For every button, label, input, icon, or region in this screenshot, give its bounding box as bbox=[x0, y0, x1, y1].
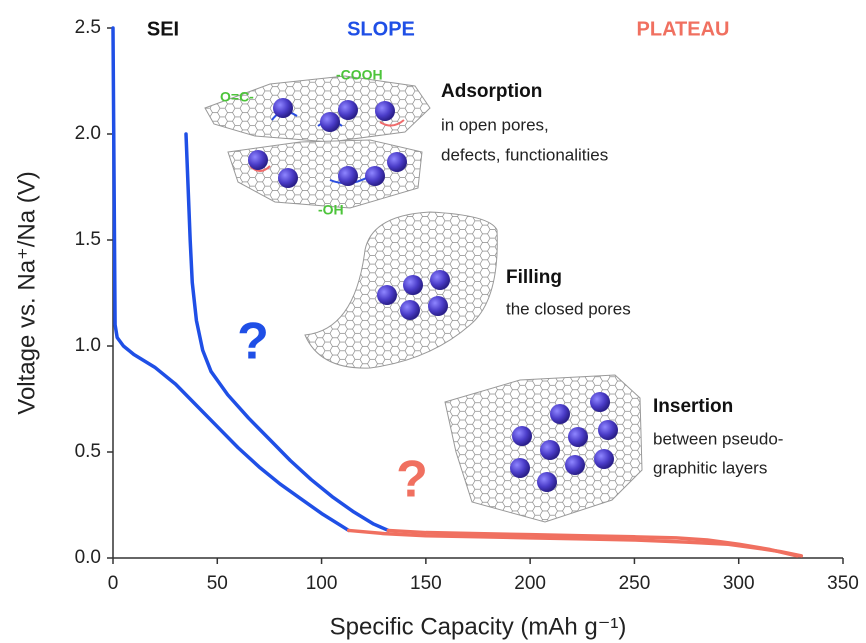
region-label: PLATEAU bbox=[637, 18, 730, 40]
y-tick-label: 1.0 bbox=[75, 335, 101, 356]
x-tick-label: 50 bbox=[207, 573, 228, 594]
x-tick-label: 150 bbox=[410, 573, 442, 594]
illustration-title: Insertion bbox=[653, 396, 733, 417]
illustration-text: in open pores, bbox=[441, 115, 549, 134]
data-line bbox=[386, 528, 799, 558]
question-mark: ? bbox=[237, 313, 269, 371]
illustration-title: Adsorption bbox=[441, 81, 542, 102]
illustration-text: defects, functionalities bbox=[441, 145, 608, 164]
y-tick-label: 0.5 bbox=[75, 441, 101, 462]
illustration-text: graphitic layers bbox=[653, 458, 767, 477]
data-line bbox=[184, 132, 391, 533]
y-tick-label: 1.5 bbox=[75, 229, 101, 250]
data-line bbox=[111, 26, 351, 533]
x-tick-label: 200 bbox=[514, 573, 546, 594]
x-tick-label: 100 bbox=[306, 573, 338, 594]
filling-illustration bbox=[304, 211, 498, 369]
chemical-group: -OH bbox=[318, 202, 344, 218]
x-tick-label: 350 bbox=[827, 573, 859, 594]
insertion-illustration bbox=[444, 374, 643, 523]
illustration-title: Filling bbox=[506, 267, 562, 288]
x-axis-title: Specific Capacity (mAh g⁻¹) bbox=[330, 613, 627, 640]
y-tick-label: 2.5 bbox=[75, 17, 101, 38]
chemical-group: -COOH bbox=[336, 67, 383, 83]
illustration-text: between pseudo- bbox=[653, 429, 783, 448]
question-mark: ? bbox=[396, 451, 428, 509]
chemical-group: O=C- bbox=[220, 89, 254, 105]
y-tick-label: 0.0 bbox=[75, 547, 101, 568]
y-tick-label: 2.0 bbox=[75, 123, 101, 144]
x-tick-label: 0 bbox=[108, 573, 119, 594]
region-label: SEI bbox=[147, 18, 179, 40]
adsorption-illustration bbox=[204, 75, 431, 209]
y-axis-title: Voltage vs. Na⁺/Na (V) bbox=[13, 171, 40, 414]
x-tick-label: 300 bbox=[723, 573, 755, 594]
x-tick-label: 250 bbox=[619, 573, 651, 594]
illustration-text: the closed pores bbox=[506, 299, 631, 318]
region-label: SLOPE bbox=[347, 18, 415, 40]
